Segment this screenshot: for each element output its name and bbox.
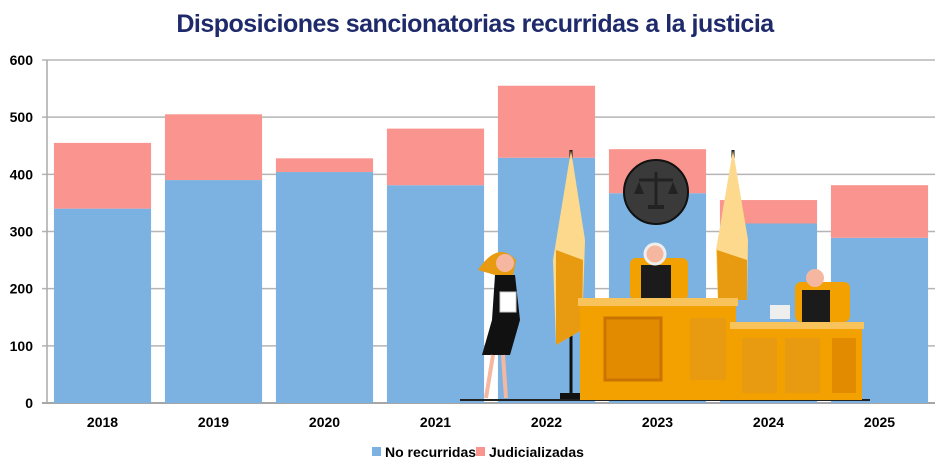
y-tick-label: 200 <box>10 281 34 297</box>
judge-figure <box>630 242 688 300</box>
lawyer-figure <box>478 252 520 399</box>
scales-of-justice-icon <box>623 159 689 225</box>
y-tick-label: 500 <box>10 109 34 125</box>
bar-judicializadas-2022 <box>497 85 596 158</box>
legend-label: Judicializadas <box>489 444 584 460</box>
bar-judicializadas-2020 <box>275 158 374 173</box>
x-tick-label: 2021 <box>420 414 451 430</box>
y-tick-label: 300 <box>10 224 34 240</box>
bar-no-recurridas-2021 <box>386 185 485 403</box>
bar-no-recurridas-2018 <box>53 208 152 403</box>
judge-bench <box>578 298 738 400</box>
bar-judicializadas-2018 <box>53 142 152 209</box>
bar-judicializadas-2019 <box>164 114 263 181</box>
x-tick-label: 2019 <box>198 414 229 430</box>
flag-left <box>553 150 585 399</box>
legend-swatch <box>476 447 485 456</box>
x-tick-label: 2022 <box>531 414 562 430</box>
y-tick-label: 0 <box>25 395 33 411</box>
x-tick-label: 2023 <box>642 414 673 430</box>
x-tick-label: 2024 <box>753 414 784 430</box>
flag-right <box>716 150 748 300</box>
bar-judicializadas-2021 <box>386 128 485 186</box>
y-tick-label: 100 <box>10 338 34 354</box>
y-tick-label: 600 <box>10 52 34 68</box>
legend-label: No recurridas <box>385 444 476 460</box>
clerk-figure <box>770 269 850 322</box>
y-tick-label: 400 <box>10 166 34 182</box>
clerk-desk <box>730 322 864 400</box>
bar-judicializadas-2025 <box>830 185 929 238</box>
x-tick-label: 2020 <box>309 414 340 430</box>
x-tick-label: 2025 <box>864 414 895 430</box>
chart-title: Disposiciones sancionatorias recurridas … <box>176 10 774 38</box>
x-tick-label: 2018 <box>87 414 118 430</box>
bar-no-recurridas-2019 <box>164 180 263 403</box>
legend-swatch <box>372 447 381 456</box>
bar-no-recurridas-2020 <box>275 172 374 403</box>
courtroom-illustration <box>460 150 870 401</box>
